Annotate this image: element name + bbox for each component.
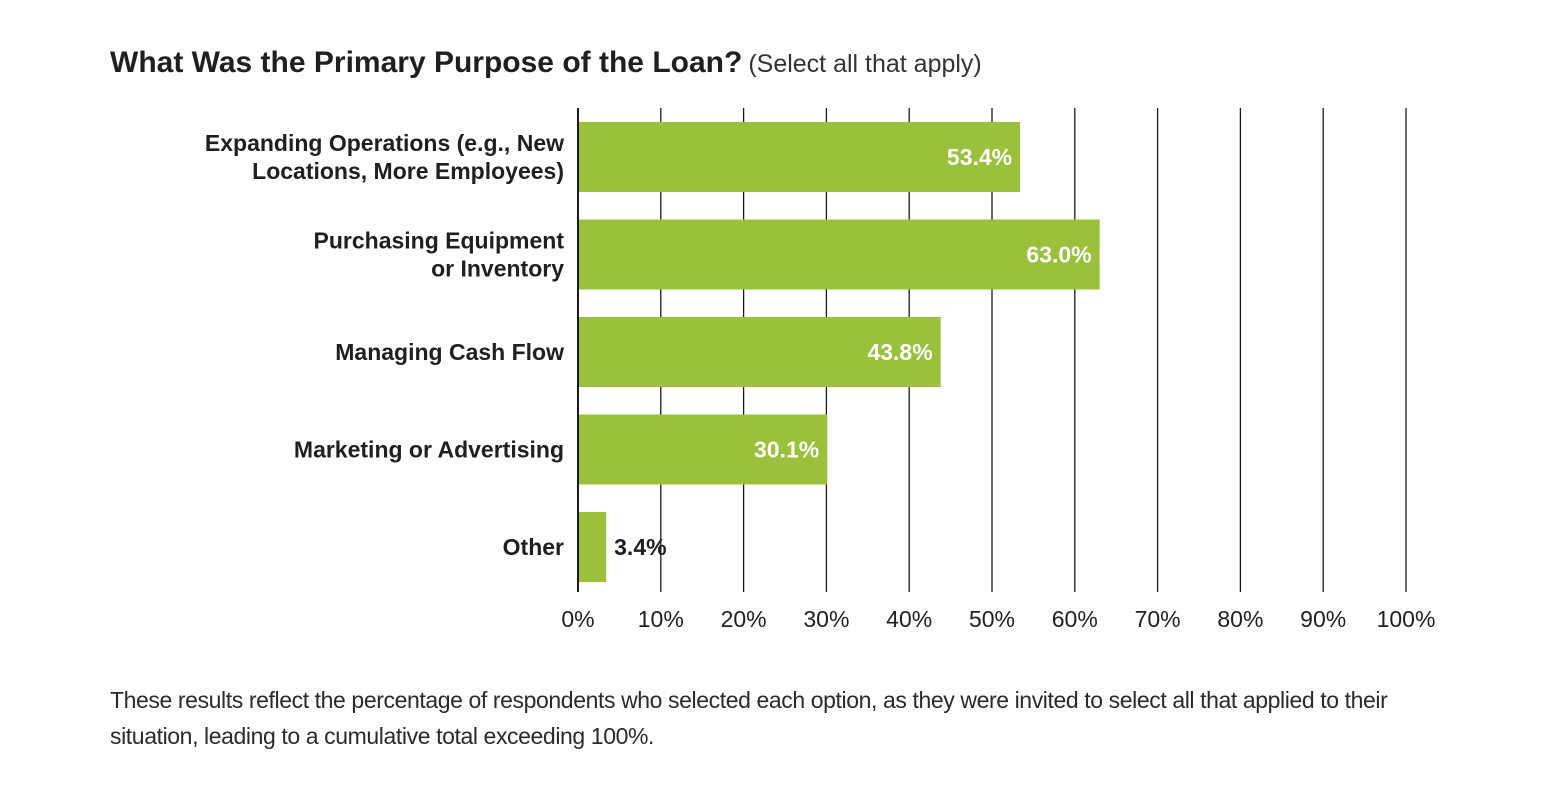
bar (579, 317, 941, 387)
value-label: 43.8% (867, 339, 932, 365)
bar (579, 122, 1021, 192)
category-label: Purchasing Equipment or Inventory (314, 228, 565, 282)
category-label-line: Purchasing Equipment (314, 228, 565, 254)
value-labels: 53.4% 63.0% 43.8% 30.1% 3.4% (614, 144, 1091, 560)
x-tick-label: 70% (1135, 606, 1181, 632)
category-label-line: Other (503, 534, 564, 560)
category-labels: Expanding Operations (e.g., New Locations… (205, 130, 564, 560)
value-label: 3.4% (614, 534, 666, 560)
footnote: These results reflect the percentage of … (110, 687, 1388, 749)
value-label: 30.1% (754, 437, 819, 463)
bars (579, 122, 1100, 582)
category-label-line: or Inventory (431, 256, 564, 282)
chart-title: What Was the Primary Purpose of the Loan… (110, 46, 982, 80)
x-axis-ticks: 0% 10% 20% 30% 40% 50% 60% 70% 80% 90% 100% (561, 606, 1435, 632)
x-tick-label: 80% (1217, 606, 1263, 632)
x-tick-label: 50% (969, 606, 1015, 632)
category-label-line: Marketing or Advertising (294, 437, 564, 463)
category-label: Other (503, 534, 564, 560)
x-tick-label: 0% (561, 606, 594, 632)
x-tick-label: 60% (1052, 606, 1098, 632)
x-tick-label: 20% (721, 606, 767, 632)
category-label: Managing Cash Flow (335, 339, 564, 365)
chart-title-main: What Was the Primary Purpose of the Loan… (110, 46, 743, 79)
x-tick-label: 10% (638, 606, 684, 632)
x-tick-label: 90% (1300, 606, 1346, 632)
category-label: Expanding Operations (e.g., New Locations… (205, 130, 564, 184)
x-tick-label: 30% (803, 606, 849, 632)
x-tick-label: 40% (886, 606, 932, 632)
bar (579, 414, 828, 485)
category-label-line: Locations, More Employees) (252, 158, 564, 184)
category-label: Marketing or Advertising (294, 437, 564, 463)
category-label-line: Expanding Operations (e.g., New (205, 130, 564, 156)
bar (579, 219, 1100, 290)
x-tick-label: 100% (1377, 606, 1436, 632)
bar-chart: Expanding Operations (e.g., New Locations… (205, 108, 1435, 632)
category-label-line: Managing Cash Flow (335, 339, 564, 365)
value-label: 63.0% (1026, 242, 1091, 268)
value-label: 53.4% (947, 144, 1012, 170)
chart-subtitle: (Select all that apply) (748, 50, 982, 78)
bar (579, 512, 607, 582)
